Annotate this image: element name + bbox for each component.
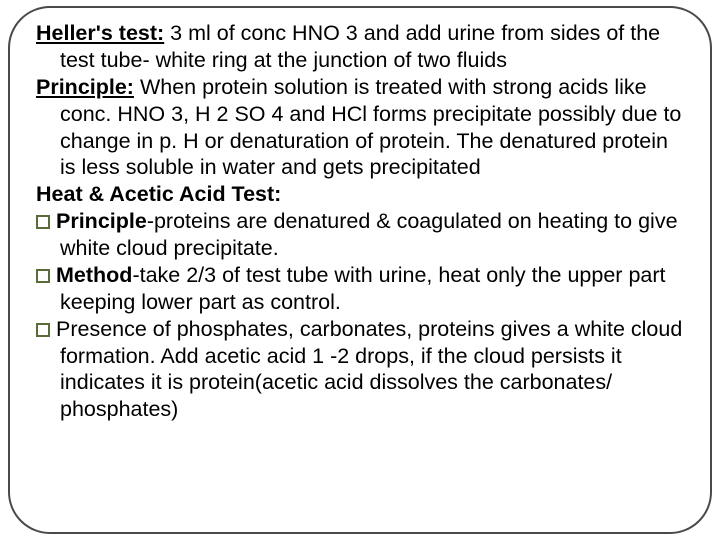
paragraph-method: Method-take 2/3 of test tube with urine,… bbox=[36, 262, 686, 316]
paragraph-heat-acetic: Heat & Acetic Acid Test: bbox=[36, 181, 686, 208]
body-principle-2: -proteins are denatured & coagulated on … bbox=[60, 209, 678, 260]
slide-content: Heller's test: 3 ml of conc HNO 3 and ad… bbox=[22, 18, 698, 423]
paragraph-presence: Presence of phosphates, carbonates, prot… bbox=[36, 316, 686, 424]
label-principle-1: Principle: bbox=[36, 75, 134, 99]
label-method: Method bbox=[56, 263, 132, 287]
square-bullet-icon bbox=[36, 215, 50, 229]
label-principle-2: Principle bbox=[56, 209, 147, 233]
square-bullet-icon bbox=[36, 323, 50, 337]
slide-container: Heller's test: 3 ml of conc HNO 3 and ad… bbox=[0, 0, 720, 540]
label-hellers-test: Heller's test: bbox=[36, 21, 164, 45]
paragraph-principle-1: Principle: When protein solution is trea… bbox=[36, 74, 686, 182]
paragraph-principle-2: Principle-proteins are denatured & coagu… bbox=[36, 208, 686, 262]
body-presence: Presence of phosphates, carbonates, prot… bbox=[56, 317, 682, 422]
body-principle-1: When protein solution is treated with st… bbox=[60, 75, 681, 180]
square-bullet-icon bbox=[36, 269, 50, 283]
paragraph-hellers-test: Heller's test: 3 ml of conc HNO 3 and ad… bbox=[36, 20, 686, 74]
label-heat-acetic: Heat & Acetic Acid Test: bbox=[36, 182, 281, 206]
body-method: -take 2/3 of test tube with urine, heat … bbox=[60, 263, 666, 314]
